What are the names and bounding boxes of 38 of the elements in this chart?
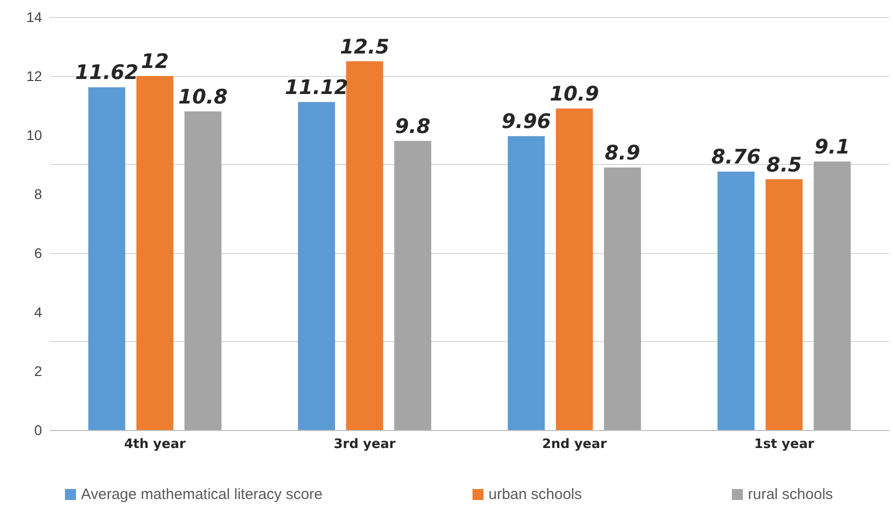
data-label: 12.5: [340, 34, 390, 58]
y-tick-label: 6: [34, 245, 42, 261]
x-tick-label: 3rd year: [334, 437, 396, 452]
legend-label: rural schools: [748, 486, 833, 503]
data-label: 11.62: [75, 60, 138, 84]
legend-label: urban schools: [488, 486, 582, 503]
bar: [88, 87, 126, 430]
y-tick-label: 14: [26, 9, 42, 25]
data-label: 10.8: [178, 84, 228, 108]
bar: [556, 108, 593, 430]
data-label: 12: [140, 49, 169, 73]
y-tick-label: 8: [34, 186, 42, 202]
bar: [766, 179, 803, 430]
data-label: 8.76: [711, 144, 761, 169]
y-tick-label: 2: [34, 363, 42, 379]
bar: [394, 140, 432, 430]
y-tick-label: 4: [34, 304, 42, 320]
x-tick-label: 1st year: [754, 437, 815, 452]
data-label: 9.8: [395, 114, 431, 138]
bar: [184, 111, 222, 430]
data-label: 9.96: [502, 109, 552, 134]
bar: [718, 172, 755, 430]
bar: [136, 76, 174, 430]
bar: [604, 167, 641, 430]
legend-label: Average mathematical literacy score: [81, 486, 322, 503]
y-tick-label: 12: [26, 68, 42, 84]
data-label: 8.5: [766, 152, 802, 176]
bar: [298, 102, 336, 430]
bar: [508, 136, 545, 430]
data-label: 9.1: [814, 134, 850, 159]
bar: [814, 162, 851, 430]
bar: [346, 61, 384, 430]
data-label: 8.9: [604, 140, 640, 164]
x-tick-label: 4th year: [124, 437, 186, 452]
x-tick-label: 2nd year: [542, 437, 608, 452]
y-tick-label: 10: [26, 127, 42, 143]
y-tick-label: 0: [34, 422, 42, 438]
data-label: 10.9: [550, 81, 600, 106]
